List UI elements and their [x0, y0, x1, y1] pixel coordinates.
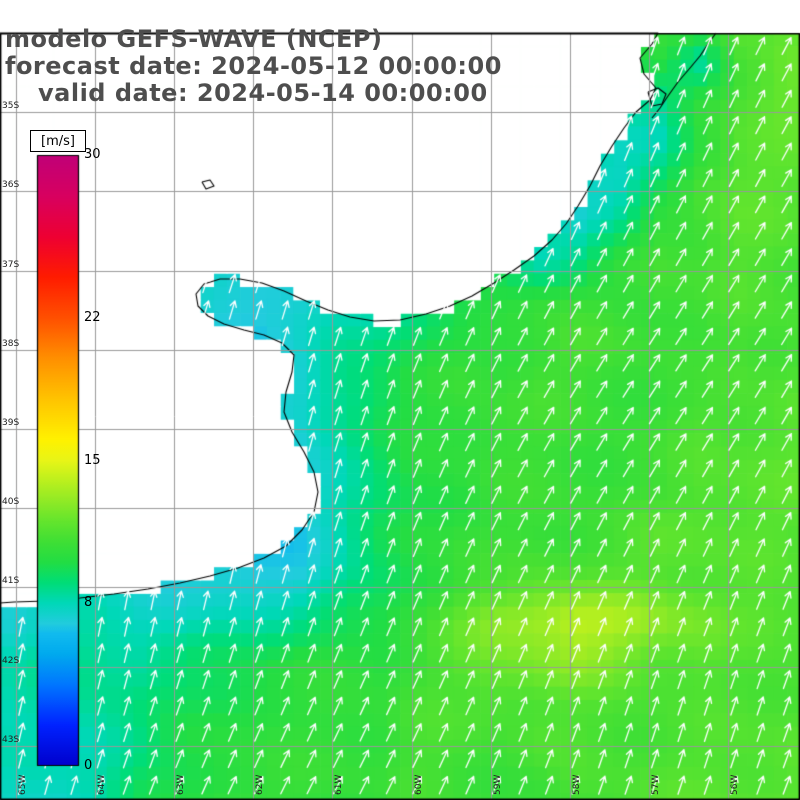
forecast-date-label: forecast date: 2024-05-12 00:00:00 [5, 52, 502, 80]
valid-date-label: valid date: 2024-05-14 00:00:00 [38, 79, 488, 107]
colorbar-unit-label: [m/s] [30, 130, 86, 152]
model-title: modelo GEFS-WAVE (NCEP) [5, 25, 383, 53]
